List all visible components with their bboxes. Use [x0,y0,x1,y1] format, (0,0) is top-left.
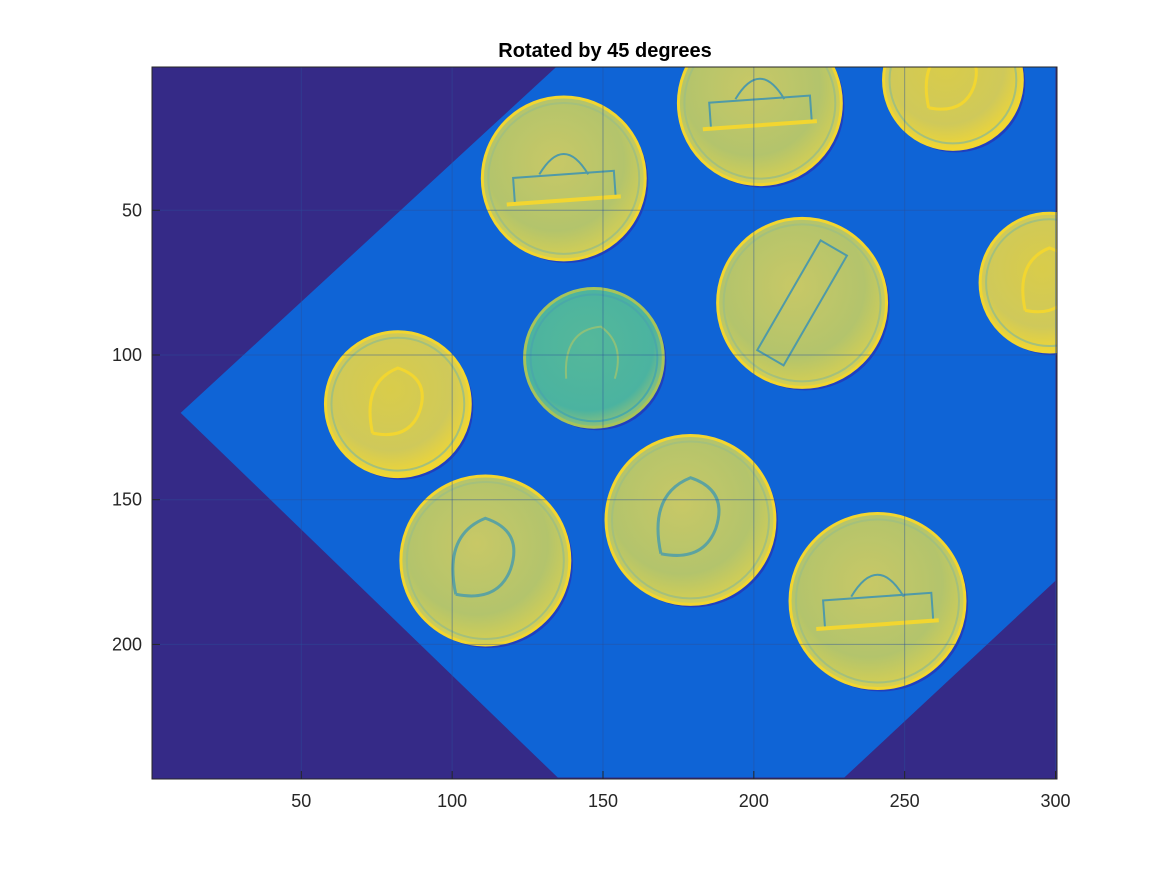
coins-layer [323,67,1057,692]
grid-lines [152,67,1057,779]
x-axis: 50 100 150 200 250 300 [291,771,1071,811]
coin-relief [451,516,516,598]
chart-title: Rotated by 45 degrees [498,40,711,62]
x-tick-label: 300 [1040,791,1070,811]
coin-penny [323,330,474,480]
y-axis: 50 100 150 200 [112,200,160,654]
coin-nickel-head [604,433,778,608]
coin-rim [795,518,960,684]
y-tick-label: 100 [112,345,142,365]
coin-nickel-building [788,512,968,692]
coin-penny [978,211,1057,355]
coin-nickel-rotated [716,216,890,391]
coin-rim [487,101,641,255]
coin-rim [330,336,466,472]
x-tick-label: 200 [739,791,769,811]
coin-rim [611,440,770,600]
coin-relief [1021,246,1057,314]
coin-face [788,512,967,690]
coin-face [323,330,472,479]
coin-relief [368,366,424,437]
x-tick-label: 250 [890,791,920,811]
coin-face [604,433,777,606]
coin-face [480,95,647,262]
coin-rim [529,293,659,423]
coin-rim [405,481,565,640]
coin-relief [656,476,721,557]
coin-relief [564,325,619,379]
x-tick-label: 150 [588,791,618,811]
coin-rim [722,223,882,383]
coin-rim [683,67,837,180]
coin-nickel-building [676,67,845,188]
coin-penny [882,67,1026,153]
x-tick-label: 50 [291,791,311,811]
coin-face [978,211,1057,354]
coin-face [716,216,889,389]
coin-relief [816,573,939,631]
coin-relief [924,67,978,111]
coin-relief [755,239,849,367]
coin-face [523,286,665,429]
axes-frame [151,66,1058,780]
y-tick-label: 150 [112,490,142,510]
image-area [152,67,1057,779]
coin-rim [985,218,1057,347]
coin-relief [506,153,621,207]
x-tick-label: 100 [437,791,467,811]
coin-rim [888,67,1018,145]
coin-nickel-head [399,474,573,648]
y-tick-label: 200 [112,634,142,654]
coin-nickel-building [480,95,649,263]
coin-face [399,474,572,647]
y-tick-label: 50 [122,200,142,220]
coin-dime [523,286,667,431]
coin-relief [702,77,818,132]
